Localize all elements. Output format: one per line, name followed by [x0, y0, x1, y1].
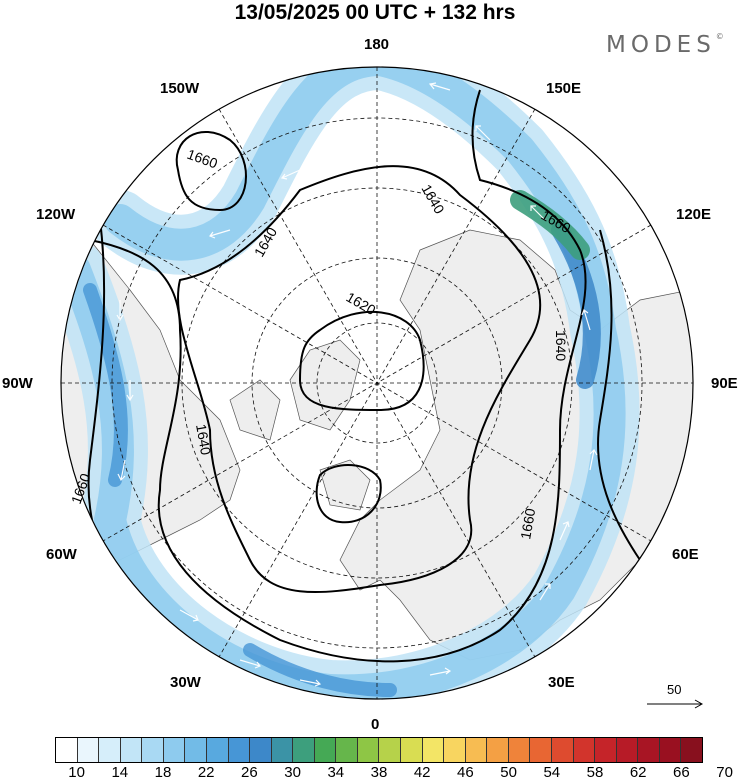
colorbar-tick-label: 46	[457, 764, 474, 781]
reference-vector-label: 50	[667, 682, 682, 697]
colorbar-cell	[228, 738, 251, 762]
wind-speed-shading	[61, 67, 640, 699]
lon-label-30w: 30W	[170, 674, 201, 691]
contour-label: 1640	[553, 330, 569, 361]
colorbar-cell	[120, 738, 143, 762]
colorbar-tick-label: 30	[284, 764, 301, 781]
colorbar-cell	[638, 738, 660, 762]
colorbar-cell	[573, 738, 596, 762]
lon-label-120e: 120E	[676, 206, 712, 223]
lon-label-30e: 30E	[548, 674, 575, 691]
colorbar-cell	[99, 738, 121, 762]
colorbar-cell	[163, 738, 186, 762]
lon-label-120w: 120W	[36, 206, 76, 223]
copyright-mark: ©	[715, 32, 724, 41]
colorbar-cell	[681, 738, 702, 762]
colorbar-tick-label: 38	[370, 764, 388, 781]
lon-label-90w: 90W	[2, 375, 33, 392]
colorbar-tick-label: 26	[241, 764, 258, 781]
colorbar-tick-label: 50	[500, 764, 517, 781]
lon-label-150w: 150W	[160, 80, 200, 97]
colorbar-cell	[616, 738, 639, 762]
colorbar-tick-label: 54	[543, 764, 561, 781]
colorbar-cell	[551, 738, 574, 762]
colorbar-cell	[250, 738, 272, 762]
colorbar-cell	[530, 738, 552, 762]
colorbar-cell	[185, 738, 207, 762]
geopotential-contours	[87, 89, 641, 691]
colorbar-cell	[77, 738, 100, 762]
lon-label-90e: 90E	[711, 375, 738, 392]
colorbar-ticks: 10 14 18 22 26 30 34 38 42 46 50 54 58 62 66 70	[55, 764, 733, 782]
colorbar-cell	[142, 738, 164, 762]
colorbar-cell	[401, 738, 423, 762]
colorbar-cell	[293, 738, 315, 762]
colorbar-cell	[487, 738, 509, 762]
lon-label-0: 0	[371, 716, 380, 733]
map-disk	[61, 67, 693, 699]
lon-label-180: 180	[364, 36, 390, 53]
colorbar-tick-label: 10	[68, 764, 85, 781]
colorbar	[55, 737, 703, 763]
colorbar-cell	[56, 738, 78, 762]
colorbar-cell	[271, 738, 294, 762]
colorbar-cell	[357, 738, 380, 762]
colorbar-tick-label: 22	[197, 764, 215, 781]
colorbar-cell	[422, 738, 445, 762]
logo-text: MODES	[606, 32, 716, 58]
colorbar-tick-label: 42	[413, 764, 431, 781]
lon-label-60e: 60E	[672, 546, 699, 563]
colorbar-tick-label: 70	[716, 764, 733, 781]
colorbar-cell	[659, 738, 682, 762]
lon-label-60w: 60W	[46, 546, 77, 563]
map-border	[60, 66, 694, 700]
reference-vector-arrow	[647, 699, 704, 709]
polar-stereographic-map: 1660 1640 1640 1620 1660 1640 1660 1660 …	[60, 66, 694, 700]
colorbar-cell	[595, 738, 617, 762]
colorbar-tick-label: 14	[111, 764, 129, 781]
colorbar-cell	[444, 738, 466, 762]
colorbar-tick-label: 66	[673, 764, 690, 781]
colorbar-cell	[206, 738, 229, 762]
modes-logo: MODES©	[606, 32, 724, 58]
colorbar-tick-label: 58	[586, 764, 604, 781]
map-title: 13/05/2025 00 UTC + 132 hrs	[234, 1, 516, 24]
lon-label-150e: 150E	[546, 80, 582, 97]
colorbar-cell	[314, 738, 337, 762]
contour-label: 1640	[193, 423, 214, 457]
colorbar-tick-label: 62	[629, 764, 647, 781]
contour-label: 1660	[517, 507, 538, 541]
colorbar-cell	[465, 738, 488, 762]
colorbar-cell	[336, 738, 358, 762]
colorbar-cell	[508, 738, 531, 762]
wind-vectors	[116, 82, 598, 687]
colorbar-tick-label: 18	[154, 764, 172, 781]
colorbar-cell	[379, 738, 401, 762]
colorbar-tick-label: 34	[327, 764, 345, 781]
